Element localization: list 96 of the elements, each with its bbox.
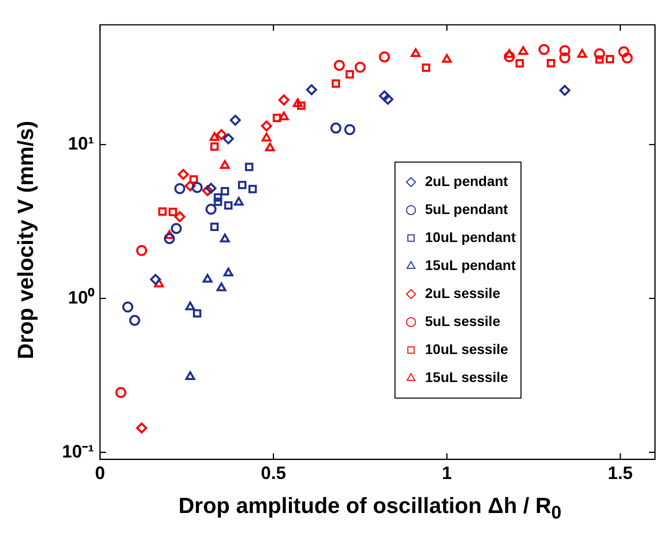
point [174,183,186,194]
point [202,274,212,283]
point [261,120,272,132]
point [220,186,230,196]
point [136,244,148,256]
point [272,114,282,122]
point [224,201,233,210]
point [354,62,366,73]
y-tick-label: 10¹ [68,134,94,154]
point [378,90,390,102]
legend-label: 15uL pendant [425,256,516,273]
point [334,60,345,71]
legend-label: 5uL pendant [425,200,508,217]
point [618,46,630,58]
point [292,98,303,108]
legend-label: 15uL sessile [425,368,508,385]
x-axis-title: Drop amplitude of oscillation Δh / R$_{0}$ [178,493,562,524]
point [297,101,306,110]
point [178,168,189,180]
point [538,44,550,55]
point [210,132,220,141]
point [185,371,196,380]
x-tick-label: 1 [442,463,452,484]
y-tick-label: 10⁰ [68,287,96,308]
point [577,48,588,58]
point [206,204,217,215]
point [306,84,318,96]
point [192,182,203,193]
point [184,180,196,192]
point [234,196,244,206]
point [559,45,570,56]
point [122,302,134,312]
point [238,180,246,190]
point [422,63,430,72]
point [330,122,342,134]
point [206,182,217,194]
point [546,58,556,68]
point [248,184,257,194]
point [518,46,528,55]
point [220,160,230,169]
point [170,222,182,234]
point [185,302,196,310]
point [344,124,356,136]
point [594,48,605,60]
point [559,84,570,96]
legend-label: 5uL sessile [425,312,500,329]
legend-label: 2uL sessile [425,284,500,301]
point [192,309,202,318]
y-axis-title: Drop velocity V (mm/s) [13,120,39,360]
point [442,54,452,63]
point [210,142,219,151]
x-tick-label: 0.5 [260,463,286,484]
x-tick-label: 1.5 [608,463,633,484]
point [230,114,241,126]
legend-label: 2uL pendant [425,172,508,189]
point [223,268,234,276]
point [164,233,175,244]
point [202,185,214,196]
point [378,51,390,62]
point [210,222,219,232]
point [216,282,226,292]
x-tick-label: 0 [95,463,106,484]
point [214,198,222,206]
point [164,230,174,239]
point [115,386,126,398]
point [516,59,524,68]
point [382,94,394,105]
point [262,132,272,142]
point [595,55,604,64]
point [410,48,421,58]
point [504,51,515,62]
point [189,175,198,184]
point [216,129,227,140]
point [150,274,162,285]
point [154,278,164,288]
point [222,133,234,144]
point [622,52,633,64]
point [158,207,167,216]
point [278,94,290,106]
legend-label: 10uL sessile [425,340,508,357]
point [346,70,354,79]
point [244,162,254,172]
legend-label: 10uL pendant [425,228,516,245]
point [278,112,289,120]
point [332,79,340,88]
point [606,54,614,64]
point [174,211,186,222]
point [168,208,178,216]
y-tick-label: 10⁻¹ [62,441,94,462]
point [504,49,514,58]
point [129,314,140,326]
point [214,193,222,202]
point [220,234,230,242]
point [136,422,148,434]
point [265,142,275,152]
point [559,52,570,64]
